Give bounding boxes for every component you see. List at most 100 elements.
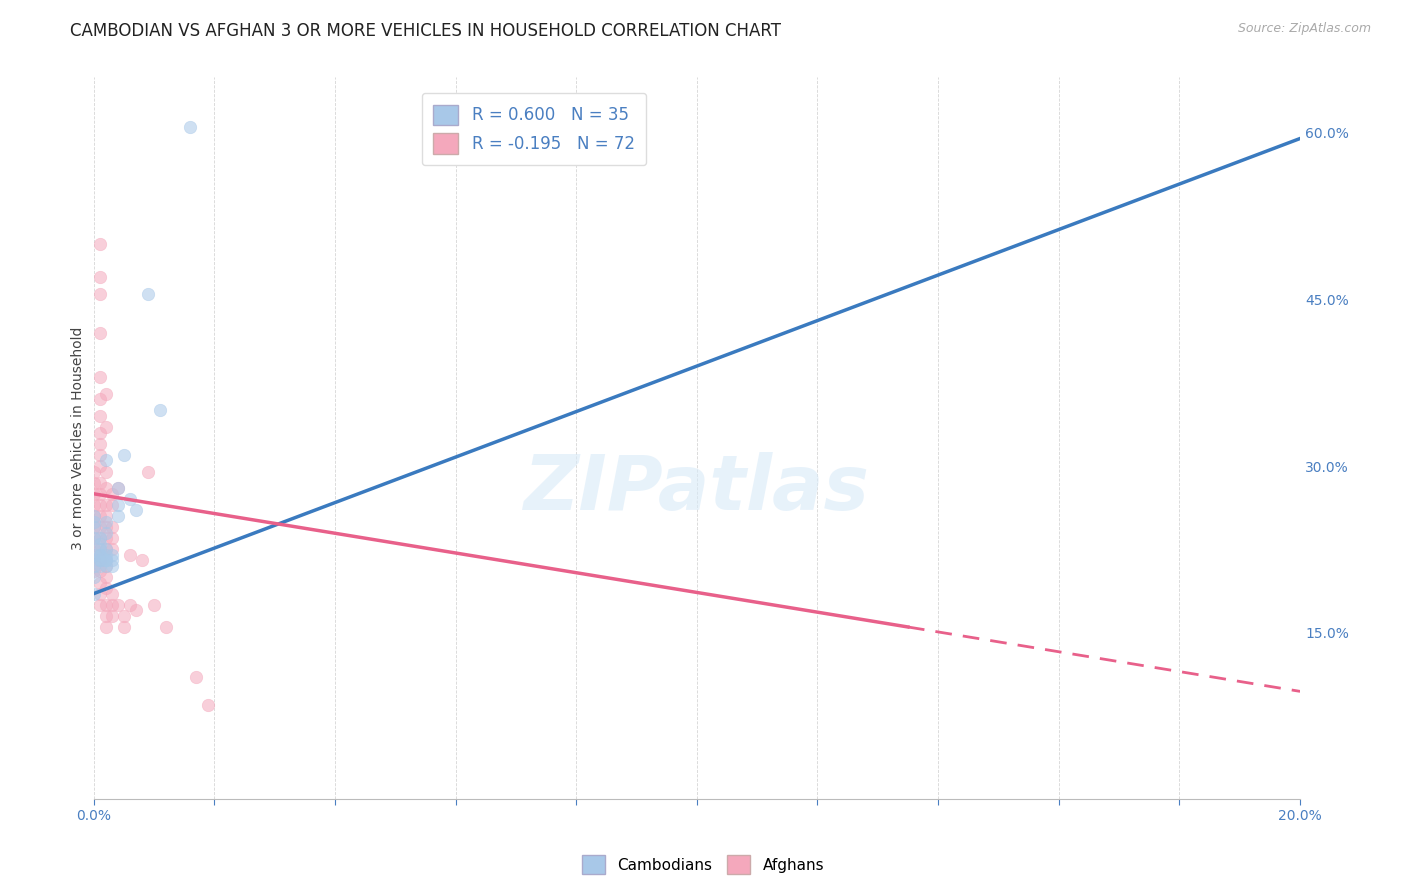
Point bbox=[89, 409, 111, 423]
Point bbox=[112, 620, 135, 634]
Point bbox=[94, 542, 117, 557]
Point bbox=[89, 531, 111, 545]
Point bbox=[89, 237, 111, 252]
Point bbox=[83, 531, 105, 545]
Point bbox=[107, 481, 129, 495]
Point bbox=[94, 387, 117, 401]
Point bbox=[89, 542, 111, 557]
Point bbox=[89, 370, 111, 384]
Point bbox=[107, 481, 129, 495]
Point bbox=[89, 537, 111, 551]
Point bbox=[94, 420, 117, 434]
Point bbox=[94, 481, 117, 495]
Point bbox=[149, 403, 172, 417]
Point bbox=[89, 508, 111, 523]
Point bbox=[83, 520, 105, 534]
Point bbox=[100, 487, 122, 501]
Legend: R = 0.600   N = 35, R = -0.195   N = 72: R = 0.600 N = 35, R = -0.195 N = 72 bbox=[422, 93, 647, 165]
Point bbox=[89, 548, 111, 562]
Point bbox=[118, 548, 141, 562]
Point bbox=[83, 508, 105, 523]
Point bbox=[89, 553, 111, 567]
Point bbox=[83, 475, 105, 490]
Point bbox=[89, 448, 111, 462]
Point bbox=[136, 287, 159, 301]
Point bbox=[89, 487, 111, 501]
Point bbox=[94, 620, 117, 634]
Point bbox=[107, 598, 129, 612]
Point bbox=[94, 558, 117, 573]
Point bbox=[94, 548, 117, 562]
Point bbox=[83, 531, 105, 545]
Point bbox=[83, 465, 105, 479]
Point bbox=[89, 553, 111, 567]
Point bbox=[94, 553, 117, 567]
Point bbox=[118, 492, 141, 507]
Point bbox=[94, 598, 117, 612]
Point bbox=[94, 608, 117, 623]
Point bbox=[100, 548, 122, 562]
Text: CAMBODIAN VS AFGHAN 3 OR MORE VEHICLES IN HOUSEHOLD CORRELATION CHART: CAMBODIAN VS AFGHAN 3 OR MORE VEHICLES I… bbox=[70, 22, 782, 40]
Point bbox=[89, 558, 111, 573]
Point bbox=[83, 520, 105, 534]
Point bbox=[100, 553, 122, 567]
Point bbox=[94, 570, 117, 584]
Point bbox=[83, 508, 105, 523]
Point bbox=[100, 587, 122, 601]
Point bbox=[83, 542, 105, 557]
Point bbox=[89, 458, 111, 473]
Point bbox=[100, 520, 122, 534]
Point bbox=[89, 587, 111, 601]
Point bbox=[89, 425, 111, 440]
Point bbox=[83, 570, 105, 584]
Text: Source: ZipAtlas.com: Source: ZipAtlas.com bbox=[1237, 22, 1371, 36]
Point bbox=[83, 565, 105, 579]
Point bbox=[94, 581, 117, 595]
Point bbox=[89, 437, 111, 451]
Point bbox=[107, 508, 129, 523]
Point bbox=[94, 508, 117, 523]
Point bbox=[100, 558, 122, 573]
Point bbox=[89, 575, 111, 590]
Point bbox=[89, 498, 111, 512]
Point bbox=[107, 498, 129, 512]
Point bbox=[89, 548, 111, 562]
Point bbox=[179, 120, 201, 135]
Point bbox=[155, 620, 177, 634]
Legend: Cambodians, Afghans: Cambodians, Afghans bbox=[576, 849, 830, 880]
Point bbox=[94, 553, 117, 567]
Y-axis label: 3 or more Vehicles in Household: 3 or more Vehicles in Household bbox=[72, 326, 86, 550]
Point bbox=[89, 520, 111, 534]
Point bbox=[94, 520, 117, 534]
Point bbox=[89, 326, 111, 340]
Point bbox=[83, 515, 105, 529]
Point bbox=[94, 453, 117, 467]
Point bbox=[89, 598, 111, 612]
Point bbox=[83, 558, 105, 573]
Point bbox=[184, 670, 207, 684]
Point bbox=[83, 548, 105, 562]
Point bbox=[142, 598, 165, 612]
Point bbox=[94, 498, 117, 512]
Point bbox=[89, 565, 111, 579]
Point bbox=[83, 498, 105, 512]
Point bbox=[94, 525, 117, 540]
Point bbox=[89, 542, 111, 557]
Point bbox=[89, 287, 111, 301]
Point bbox=[89, 553, 111, 567]
Point bbox=[94, 515, 117, 529]
Point bbox=[125, 603, 148, 617]
Point bbox=[83, 487, 105, 501]
Point bbox=[94, 558, 117, 573]
Point bbox=[94, 531, 117, 545]
Point bbox=[100, 542, 122, 557]
Point bbox=[94, 542, 117, 557]
Point bbox=[112, 608, 135, 623]
Point bbox=[100, 498, 122, 512]
Point bbox=[83, 553, 105, 567]
Point bbox=[89, 531, 111, 545]
Point bbox=[125, 503, 148, 517]
Point bbox=[89, 270, 111, 285]
Point bbox=[94, 465, 117, 479]
Text: ZIPatlas: ZIPatlas bbox=[524, 451, 870, 525]
